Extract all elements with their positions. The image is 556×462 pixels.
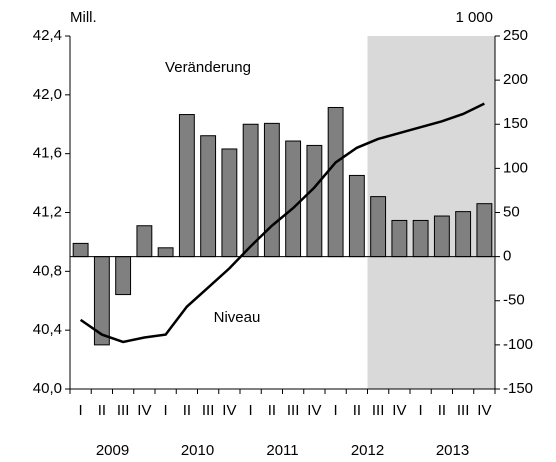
bar [200, 135, 217, 258]
x-tick-label: I [334, 402, 338, 419]
x-tick-label: I [164, 402, 168, 419]
bar [327, 106, 344, 258]
x-tick-label: III [202, 402, 215, 419]
bar [391, 219, 408, 258]
x-tick-label: I [249, 402, 253, 419]
x-tick-label: III [117, 402, 130, 419]
x-tick-label: II [438, 402, 446, 419]
bar [136, 225, 153, 258]
x-tick-label: II [353, 402, 361, 419]
x-tick-label: I [79, 402, 83, 419]
bar [412, 219, 429, 258]
y-tick-label: 42,0 [33, 86, 62, 103]
x-tick-label: III [372, 402, 385, 419]
y2-tick-label: 100 [503, 159, 528, 176]
x-tick-label: IV [307, 402, 321, 419]
y-tick-label: 40,0 [33, 380, 62, 397]
x-tick-label: II [98, 402, 106, 419]
x-tick-label: IV [222, 402, 236, 419]
bar [285, 140, 302, 258]
year-label: 2009 [96, 442, 129, 459]
bar [476, 203, 493, 258]
bar [455, 211, 472, 258]
y-tick-label: 40,4 [33, 321, 62, 338]
y2-tick-label: 250 [503, 27, 528, 44]
year-label: 2012 [351, 442, 384, 459]
year-label: 2010 [181, 442, 214, 459]
series-label: Niveau [214, 309, 261, 326]
y2-tick-label: -100 [503, 336, 533, 353]
bar [178, 114, 195, 258]
y-tick-label: 40,8 [33, 262, 62, 279]
y-unit-label: Mill. [70, 9, 97, 26]
y-tick-label: 41,2 [33, 203, 62, 220]
line [79, 102, 485, 344]
bar [72, 242, 89, 258]
y-tick-label: 42,4 [33, 27, 62, 44]
x-tick-label: II [183, 402, 191, 419]
x-tick-label: IV [392, 402, 406, 419]
shaded-region [367, 36, 495, 389]
y2-tick-label: 150 [503, 115, 528, 132]
bar [157, 247, 174, 258]
y2-tick-label: 50 [503, 203, 520, 220]
y-tick-label: 41,6 [33, 145, 62, 162]
year-label: 2013 [436, 442, 469, 459]
bar [263, 122, 280, 258]
x-tick-label: II [268, 402, 276, 419]
x-tick-label: III [457, 402, 470, 419]
x-tick-label: III [287, 402, 300, 419]
x-tick-label: IV [137, 402, 151, 419]
series-label: Veränderung [165, 59, 251, 76]
bar [242, 123, 259, 258]
y2-tick-label: -150 [503, 380, 533, 397]
y2-tick-label: 0 [503, 248, 511, 265]
x-tick-label: IV [477, 402, 491, 419]
bar [370, 196, 387, 258]
bar [221, 148, 238, 258]
bar [348, 174, 365, 258]
bar [115, 256, 132, 296]
y2-tick-label: -50 [503, 292, 525, 309]
y2-unit-label: 1 000 [455, 9, 493, 26]
bar [306, 144, 323, 258]
year-label: 2011 [266, 442, 298, 459]
bar [433, 215, 450, 258]
y2-tick-label: 200 [503, 71, 528, 88]
x-tick-label: I [419, 402, 423, 419]
